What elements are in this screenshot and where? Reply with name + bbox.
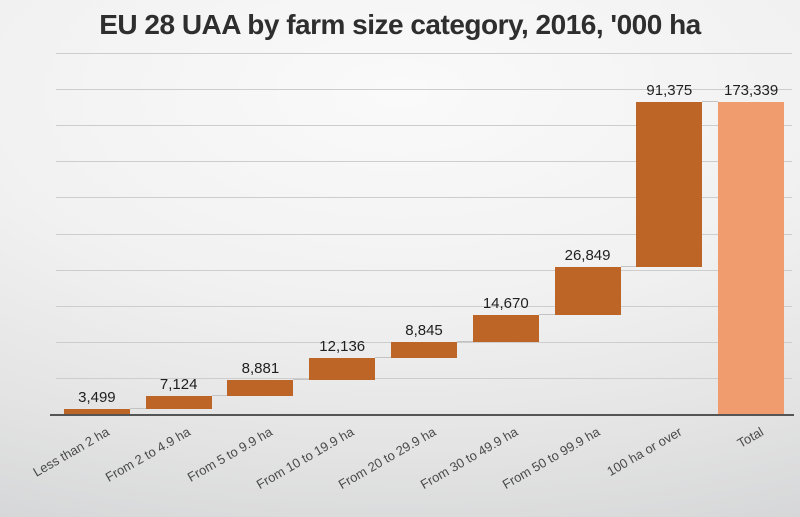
connector-line [293, 378, 310, 380]
value-label: 91,375 [646, 82, 693, 100]
value-label: 8,845 [405, 321, 443, 339]
value-label: 3,499 [78, 388, 116, 406]
gridline [56, 233, 792, 235]
gridline [56, 125, 792, 127]
value-label: 26,849 [564, 246, 611, 264]
connector-line [211, 394, 228, 396]
connector-line [129, 407, 146, 409]
gridline [56, 161, 792, 163]
gridline [56, 305, 792, 307]
gridline [56, 377, 792, 379]
connector-line [375, 356, 391, 358]
waterfall-bar [636, 102, 703, 267]
x-axis-line [50, 414, 794, 416]
value-label: 12,136 [319, 337, 366, 355]
waterfall-bar [554, 267, 621, 316]
plot-area: 3,499 7,124 8,881 12,136 8,845 14,670 26,849 91… [56, 53, 792, 415]
waterfall-bar [63, 408, 130, 415]
waterfall-bar [391, 341, 457, 358]
category-label: From 2 to 4.9 ha [103, 424, 194, 485]
waterfall-bar [227, 379, 294, 396]
category-label: Total [734, 424, 766, 451]
waterfall-bar [472, 315, 539, 342]
gridline [56, 53, 792, 54]
waterfall-bar [145, 395, 212, 409]
connector-line [538, 314, 555, 316]
value-label: 7,124 [159, 375, 198, 393]
connector-line [457, 340, 473, 342]
value-label: 173,339 [723, 82, 779, 100]
total-bar [718, 102, 785, 415]
value-label: 14,670 [482, 295, 529, 313]
gridline [56, 89, 792, 91]
gridline [56, 269, 792, 271]
gridline [56, 197, 792, 199]
connector-line [620, 265, 637, 267]
value-label: 8,881 [241, 359, 280, 377]
category-label: 100 ha or over [603, 424, 684, 479]
category-label: Less than 2 ha [30, 424, 112, 480]
connector-line [702, 101, 719, 103]
chart-title: EU 28 UAA by farm size category, 2016, '… [99, 9, 701, 40]
waterfall-bar [309, 357, 376, 380]
